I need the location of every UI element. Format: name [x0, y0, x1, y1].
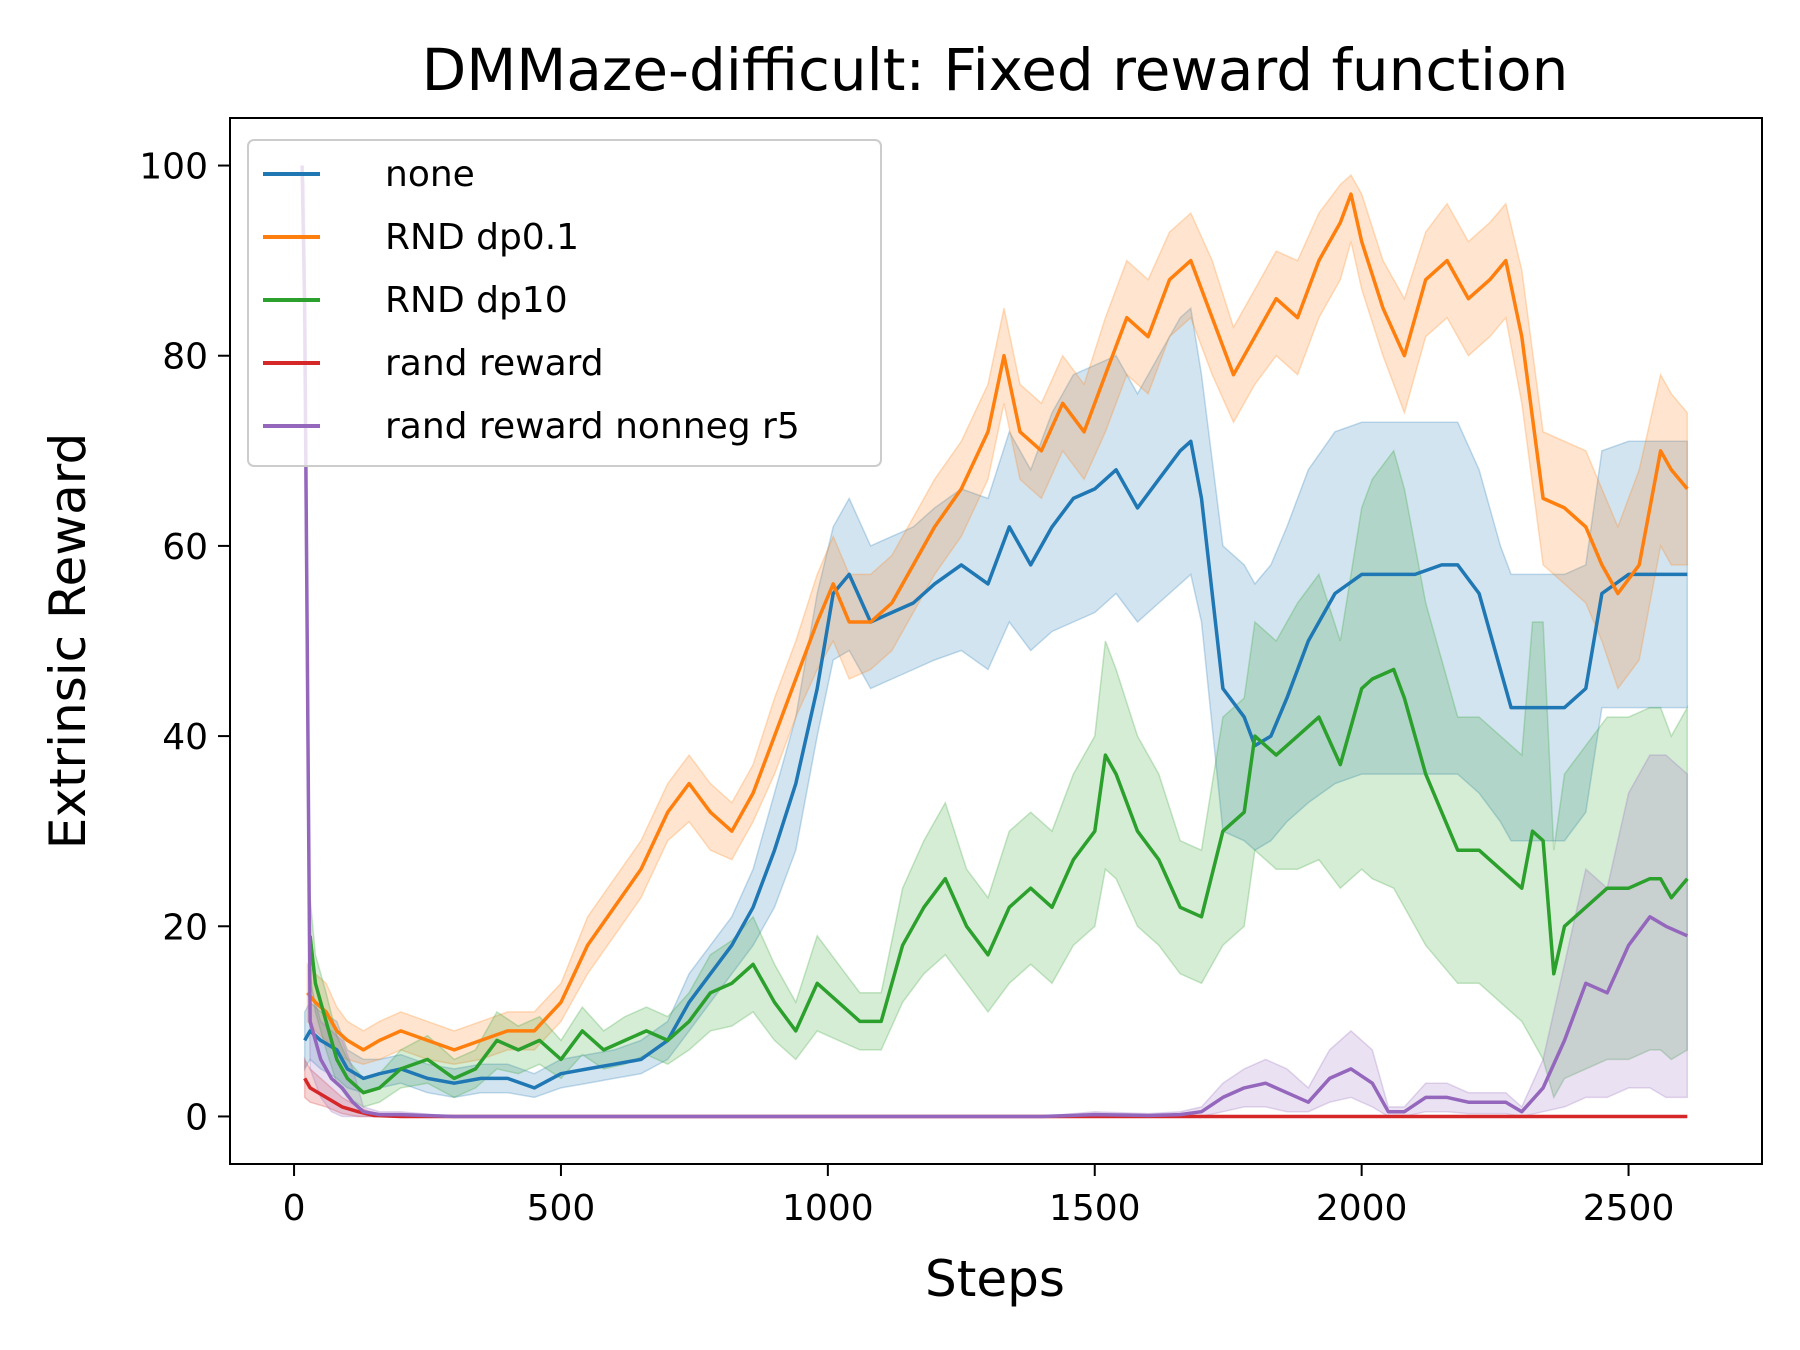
series-line-rand-reward-nonneg-r5	[300, 165, 1689, 1119]
series-lines	[300, 165, 1689, 1119]
legend: none RND dp0.1 RND dp10 rand reward rand rew…	[247, 139, 882, 467]
legend-items: none RND dp0.1 RND dp10 rand reward rand rew…	[263, 154, 800, 447]
series-line-none	[303, 439, 1688, 1090]
series-line-rnd-dp0-1	[306, 192, 1689, 1052]
plot-frame	[229, 117, 1763, 1165]
y-tick-label: 40	[162, 717, 208, 758]
y-tick-label: 20	[162, 907, 208, 948]
x-tick-label: 1500	[1049, 1188, 1141, 1229]
legend-label-rnd-dp0-1: RND dp0.1	[385, 217, 579, 258]
band-rnd-dp10	[309, 449, 1689, 1108]
x-tick-label: 0	[283, 1188, 306, 1229]
y-tick-label: 0	[185, 1097, 208, 1138]
x-tick-label: 1000	[782, 1188, 874, 1229]
y-tick-label: 100	[139, 147, 208, 188]
x-axis-ticks: 0 500 1000 1500 2000 2500	[283, 1164, 1675, 1229]
x-tick-label: 500	[527, 1188, 596, 1229]
legend-label-none: none	[385, 154, 475, 195]
legend-box	[247, 139, 882, 467]
plot-area	[300, 165, 1689, 1119]
y-tick-label: 60	[162, 527, 208, 568]
x-tick-label: 2000	[1316, 1188, 1408, 1229]
y-axis-label: Extrinsic Reward	[39, 433, 97, 849]
band-none	[303, 306, 1689, 1099]
legend-label-rnd-dp10: RND dp10	[385, 280, 568, 321]
legend-label-rand-reward-nonneg-r5: rand reward nonneg r5	[385, 406, 800, 447]
y-axis-ticks: 0 20 40 60 80 100	[139, 147, 230, 1138]
x-tick-label: 2500	[1583, 1188, 1675, 1229]
chart-title: DMMaze-difficult: Fixed reward function	[422, 36, 1569, 104]
series-line-rnd-dp10	[308, 667, 1689, 1095]
legend-label-rand-reward: rand reward	[385, 343, 604, 384]
x-axis-label: Steps	[925, 1250, 1065, 1308]
y-tick-label: 80	[162, 337, 208, 378]
